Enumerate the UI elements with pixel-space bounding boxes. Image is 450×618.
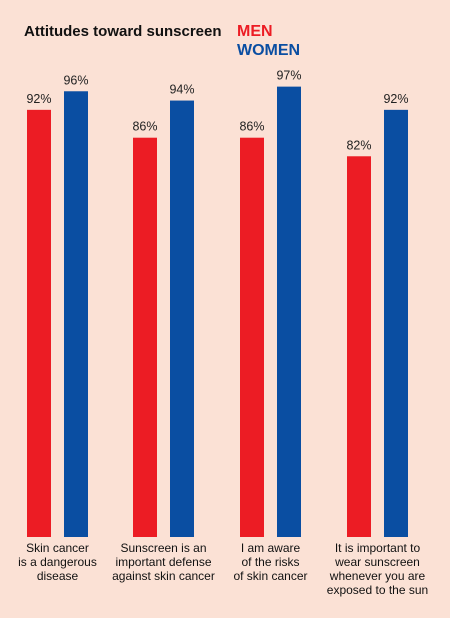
- legend-women: WOMEN: [237, 42, 300, 59]
- bars: [27, 86, 408, 538]
- bar-women-1: [64, 91, 88, 537]
- value-label-women-4: 92%: [383, 92, 408, 106]
- category-label-2-line-3: against skin cancer: [112, 569, 215, 583]
- category-label-4-line-2: wear sunscreen: [334, 555, 420, 569]
- legend-men: MEN: [237, 23, 273, 40]
- bar-men-1: [27, 109, 51, 538]
- category-label-1-line-3: disease: [37, 569, 79, 583]
- value-label-men-1: 92%: [26, 92, 51, 106]
- category-label-3-line-1: I am aware: [241, 541, 301, 555]
- bar-women-2: [170, 100, 194, 538]
- category-label-2-line-1: Sunscreen is an: [120, 541, 206, 555]
- bar-women-4: [384, 109, 408, 538]
- category-label-4-line-4: exposed to the sun: [327, 583, 428, 597]
- category-label-4-line-3: whenever you are: [329, 569, 426, 583]
- bar-men-2: [133, 137, 157, 537]
- value-label-men-4: 82%: [346, 138, 371, 152]
- legend: MEN WOMEN: [237, 23, 300, 59]
- category-label-1-line-2: is a dangerous: [18, 555, 97, 569]
- bar-women-3: [277, 86, 301, 537]
- value-label-women-3: 97%: [276, 69, 301, 83]
- category-label-2-line-2: important defense: [115, 555, 211, 569]
- value-label-women-1: 96%: [63, 73, 88, 87]
- bar-men-3: [240, 137, 264, 537]
- value-label-women-2: 94%: [169, 83, 194, 97]
- value-label-men-3: 86%: [239, 120, 264, 134]
- category-label-4-line-1: It is important to: [335, 541, 421, 555]
- bar-men-4: [347, 156, 371, 538]
- chart-title: Attitudes toward sunscreen: [24, 23, 222, 40]
- value-labels: 92% 96% 86% 94% 86% 97% 82% 92%: [26, 69, 408, 153]
- category-label-1-line-1: Skin cancer: [26, 541, 89, 555]
- category-label-3-line-2: of the risks: [241, 555, 299, 569]
- category-label-3-line-3: of skin cancer: [233, 569, 307, 583]
- value-label-men-2: 86%: [132, 120, 157, 134]
